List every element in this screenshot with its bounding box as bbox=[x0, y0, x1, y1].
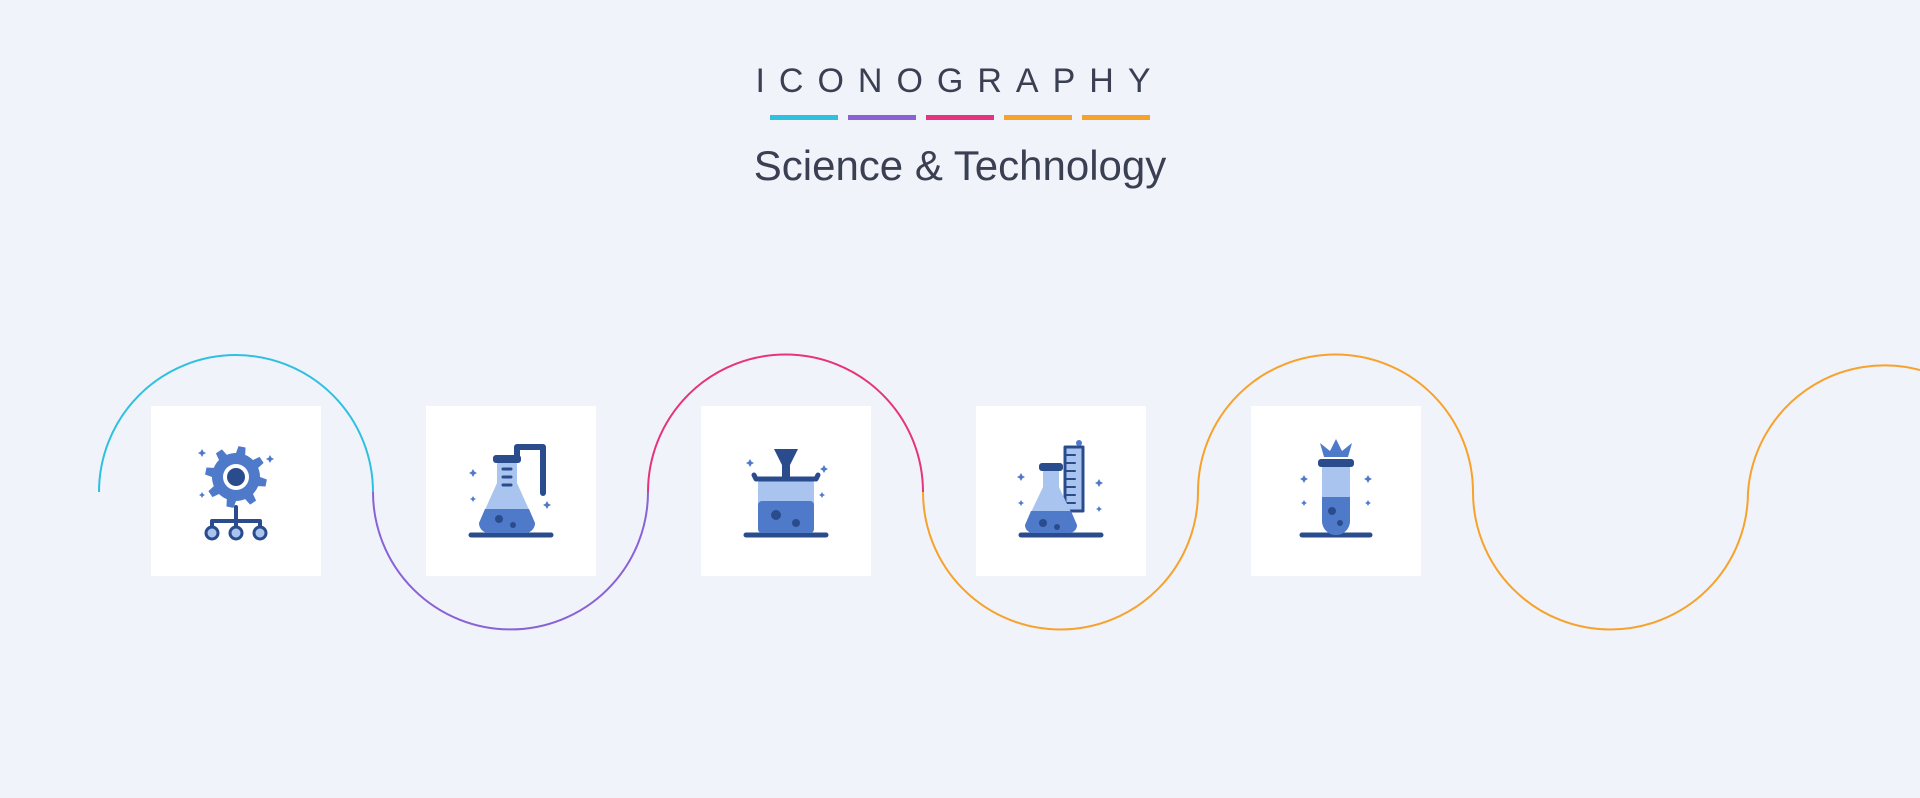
accent-bar bbox=[926, 115, 994, 120]
header: ICONOGRAPHY Science & Technology bbox=[0, 0, 1920, 190]
brand-text: ICONOGRAPHY bbox=[0, 62, 1920, 101]
flask-tube-icon bbox=[459, 439, 563, 543]
accent-bar bbox=[1004, 115, 1072, 120]
icon-stage bbox=[0, 300, 1920, 740]
accent-bars bbox=[0, 115, 1920, 120]
icon-card bbox=[976, 406, 1146, 576]
accent-bar bbox=[848, 115, 916, 120]
icon-card bbox=[426, 406, 596, 576]
accent-bar bbox=[1082, 115, 1150, 120]
page-title: Science & Technology bbox=[0, 142, 1920, 190]
accent-bar bbox=[770, 115, 838, 120]
flask-ruler-icon bbox=[1009, 439, 1113, 543]
gear-network-icon bbox=[184, 439, 288, 543]
icon-card bbox=[151, 406, 321, 576]
icon-card bbox=[701, 406, 871, 576]
icon-card bbox=[1251, 406, 1421, 576]
test-tube-flame-icon bbox=[1284, 439, 1388, 543]
beaker-funnel-icon bbox=[734, 439, 838, 543]
